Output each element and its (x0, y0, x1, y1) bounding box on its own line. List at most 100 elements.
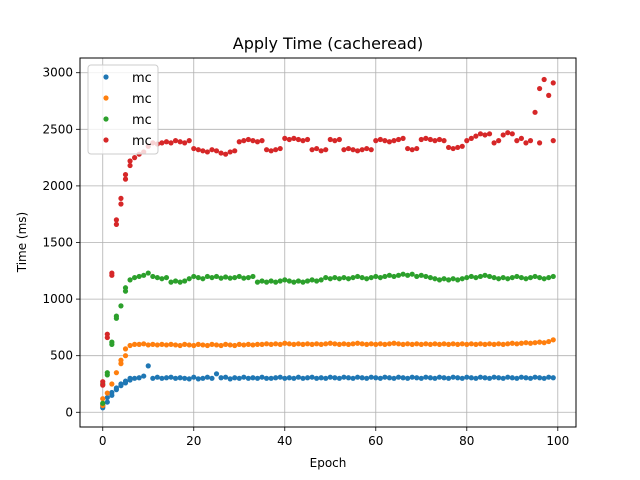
data-point-series-4 (527, 138, 534, 144)
data-point-series-1 (368, 374, 374, 380)
data-point-series-1 (104, 399, 110, 405)
data-point-series-3 (459, 276, 465, 282)
data-point-series-4 (536, 140, 543, 146)
data-point-series-1 (427, 375, 433, 381)
data-point-series-4 (300, 138, 306, 144)
data-point-series-4 (364, 145, 370, 152)
data-point-series-3 (200, 276, 206, 282)
data-point-series-3 (546, 274, 552, 281)
data-point-series-1 (245, 375, 251, 381)
data-point-series-4 (182, 140, 188, 146)
data-point-series-1 (195, 376, 201, 382)
data-point-series-2 (177, 342, 183, 349)
data-point-series-4 (100, 379, 106, 385)
data-point-series-1 (450, 374, 456, 380)
data-point-series-2 (450, 341, 456, 347)
data-point-series-1 (263, 375, 270, 381)
data-point-series-1 (136, 375, 142, 381)
data-point-series-2 (291, 341, 297, 347)
data-point-series-2 (259, 341, 265, 347)
x-tick-label: 60 (368, 434, 383, 448)
data-point-series-3 (523, 276, 529, 282)
data-point-series-4 (468, 135, 474, 141)
data-point-series-2 (172, 342, 179, 348)
data-point-series-1 (354, 374, 361, 380)
data-point-series-1 (514, 375, 520, 381)
data-point-series-1 (273, 375, 279, 381)
data-point-series-3 (250, 273, 256, 280)
data-point-series-3 (154, 274, 160, 281)
data-point-series-2 (477, 341, 484, 347)
data-point-series-2 (254, 341, 261, 347)
data-point-series-1 (291, 375, 297, 381)
data-point-series-4 (332, 138, 338, 144)
data-point-series-2 (409, 341, 415, 347)
data-point-series-2 (109, 381, 115, 387)
data-point-series-2 (546, 338, 552, 345)
legend-marker (103, 116, 109, 122)
data-point-series-4 (163, 139, 170, 145)
data-point-series-4 (477, 131, 484, 137)
data-point-series-3 (441, 276, 447, 282)
data-point-series-3 (427, 274, 433, 281)
data-point-series-2 (345, 341, 352, 347)
data-point-series-2 (150, 341, 156, 347)
data-point-series-2 (427, 341, 433, 347)
data-point-series-3 (150, 273, 156, 280)
data-point-series-2 (400, 341, 406, 347)
data-point-series-2 (159, 341, 165, 347)
data-point-series-4 (213, 148, 220, 154)
data-point-series-3 (186, 276, 192, 282)
data-point-series-1 (400, 375, 406, 381)
data-point-series-3 (273, 279, 279, 285)
data-point-series-2 (377, 341, 383, 347)
data-point-series-4 (341, 147, 347, 153)
data-point-series-4 (377, 136, 383, 143)
data-point-series-3 (395, 272, 402, 278)
data-point-series-1 (323, 375, 329, 381)
data-point-series-4 (127, 158, 133, 164)
data-point-series-3 (436, 277, 443, 283)
data-point-series-2 (241, 342, 247, 348)
data-point-series-4 (113, 221, 120, 227)
points (100, 76, 556, 411)
legend-label: mc (132, 113, 152, 128)
data-point-series-4 (118, 201, 124, 207)
data-point-series-3 (245, 274, 251, 281)
data-point-series-2 (232, 342, 238, 349)
data-point-series-3 (218, 275, 224, 281)
legend: mc mc mc mc (87, 64, 159, 155)
data-point-series-4 (104, 331, 110, 337)
data-point-series-4 (186, 138, 192, 144)
y-tick-label: 0 (65, 405, 73, 419)
data-point-series-1 (254, 375, 261, 381)
data-point-series-2 (527, 340, 534, 346)
data-point-series-1 (382, 374, 388, 380)
data-point-series-2 (464, 341, 470, 347)
data-point-series-2 (391, 340, 397, 346)
x-tick-label: 100 (546, 434, 569, 448)
data-point-series-2 (163, 342, 170, 348)
data-point-series-1 (232, 375, 238, 381)
data-point-series-3 (109, 339, 115, 345)
data-point-series-2 (227, 342, 233, 348)
data-point-series-4 (464, 138, 470, 144)
data-point-series-2 (368, 341, 374, 347)
data-point-series-4 (518, 135, 524, 141)
data-point-series-3 (486, 273, 493, 280)
data-point-series-1 (341, 374, 347, 380)
legend-marker (103, 74, 109, 80)
data-point-series-1 (295, 374, 302, 380)
data-point-series-2 (536, 339, 543, 345)
data-point-series-4 (336, 136, 342, 143)
data-point-series-1 (486, 375, 493, 381)
data-point-series-2 (127, 342, 133, 349)
data-point-series-4 (291, 135, 297, 141)
data-point-series-4 (532, 109, 538, 115)
data-point-series-3 (122, 285, 129, 291)
data-point-series-1 (286, 375, 292, 381)
data-point-series-1 (259, 374, 265, 380)
data-point-series-3 (336, 276, 342, 282)
data-point-series-2 (336, 341, 342, 347)
data-point-series-3 (500, 274, 506, 281)
